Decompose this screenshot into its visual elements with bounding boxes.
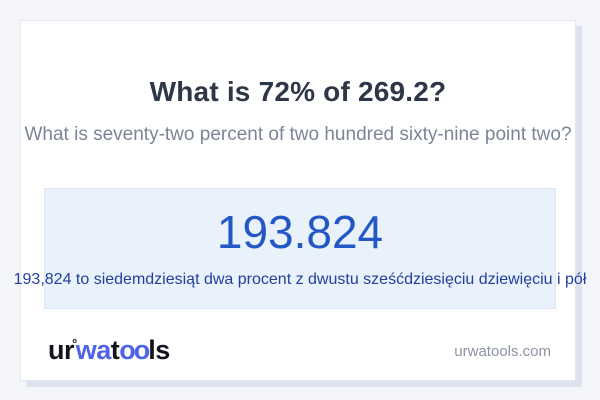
result-sentence-polish: 193,824 to siedemdziesiąt dwa procent z …: [13, 271, 587, 288]
result-value: 193.824: [216, 206, 384, 258]
page-title: What is 72% of 269.2?: [149, 76, 447, 107]
card-footer: ur°watools urwatools.com: [21, 332, 575, 366]
logo-part-ur: ur: [48, 335, 75, 365]
urwatools-logo[interactable]: ur°watools: [48, 337, 170, 364]
logo-degree-icon: °: [72, 336, 77, 351]
result-card: What is 72% of 269.2? What is seventy-tw…: [14, 20, 586, 381]
question-subtitle: What is seventy-two percent of two hundr…: [24, 124, 572, 145]
site-url: urwatools.com: [454, 343, 551, 360]
logo-glasses-oo: oo: [119, 335, 150, 365]
logo-part-t: t: [110, 335, 120, 365]
logo-part-ls: ls: [148, 335, 170, 365]
result-panel: 193.824 193,824 to siedemdziesiąt dwa pr…: [14, 188, 586, 309]
logo-part-wa: wa: [75, 335, 112, 365]
